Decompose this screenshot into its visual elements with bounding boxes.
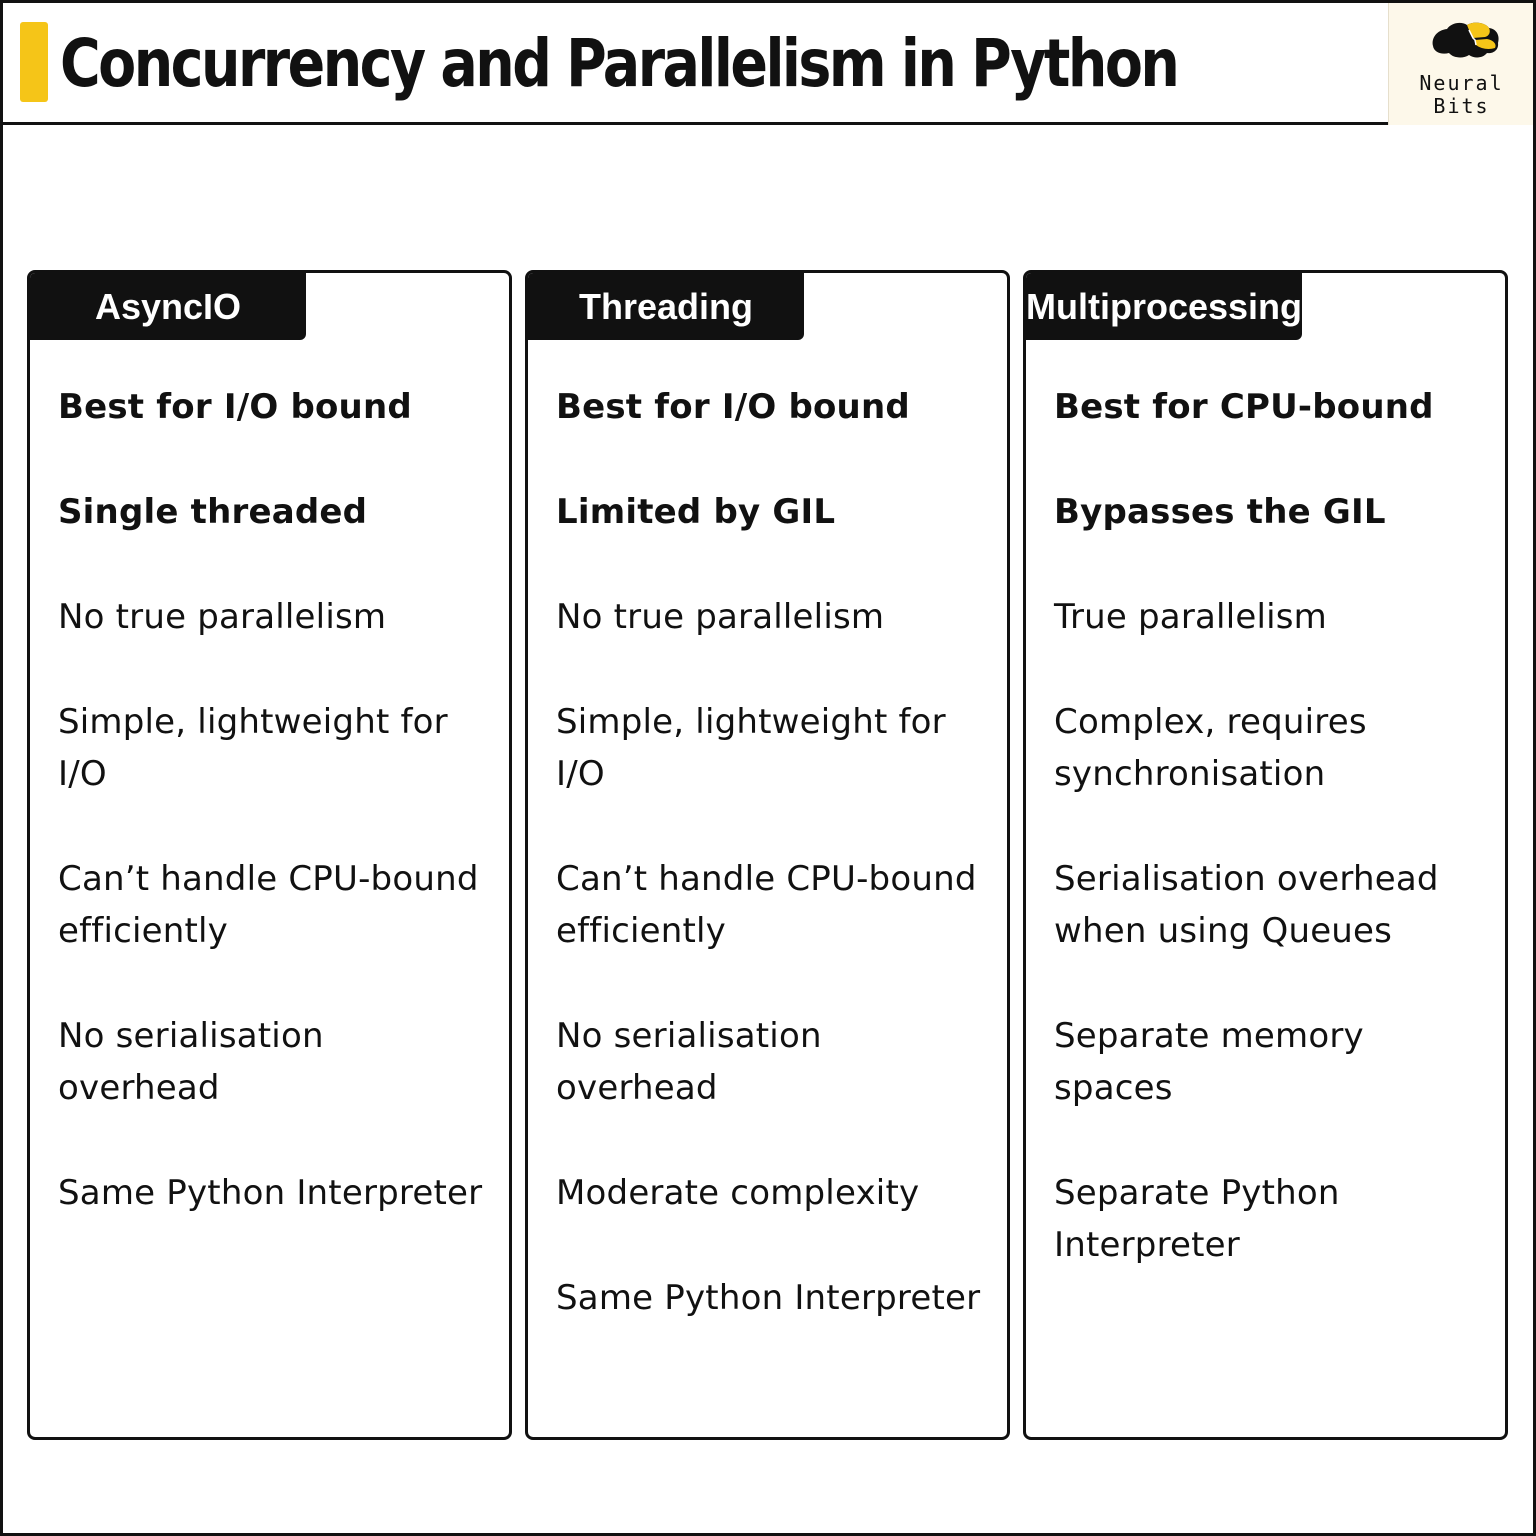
list-item: No true parallelism xyxy=(58,597,387,637)
list-item: Same Python Interpreter xyxy=(58,1173,483,1213)
card-asyncio: AsyncIO Best for I/O bound Single thread… xyxy=(27,270,512,1440)
brain-icon xyxy=(1432,22,1499,58)
list-item: Serialisation overhead when using Queues xyxy=(1054,859,1439,951)
list-item: Moderate complexity xyxy=(556,1173,920,1213)
accent-bar xyxy=(20,22,48,102)
brand-name-line1: Neural xyxy=(1419,71,1504,95)
list-item: True parallelism xyxy=(1054,597,1327,637)
card-tab-multiprocessing: Multiprocessing xyxy=(1026,273,1302,340)
card-tab-asyncio: AsyncIO xyxy=(30,273,306,340)
brand-name-line2: Bits xyxy=(1433,94,1490,118)
list-item: No serialisation overhead xyxy=(58,1016,324,1108)
page-title: Concurrency and Parallelism in Python xyxy=(60,25,1180,102)
list-item: Complex, requires synchronisation xyxy=(1054,702,1367,794)
card-multiprocessing: Multiprocessing Best for CPU-bound Bypas… xyxy=(1023,270,1508,1440)
list-item: Can’t handle CPU-bound efficiently xyxy=(58,859,479,951)
card-tab-threading: Threading xyxy=(528,273,804,340)
list-item: Same Python Interpreter xyxy=(556,1278,981,1318)
feature-list: Best for CPU-bound Bypasses the GIL True… xyxy=(1054,381,1484,1324)
list-item: Simple, lightweight for I/O xyxy=(556,702,946,794)
list-item: Limited by GIL xyxy=(556,492,836,532)
feature-list: Best for I/O bound Limited by GIL No tru… xyxy=(556,381,986,1377)
list-item: Separate Python Interpreter xyxy=(1054,1173,1340,1265)
list-item: Single threaded xyxy=(58,492,368,532)
header: Concurrency and Parallelism in Python Ne… xyxy=(3,3,1533,125)
list-item: Bypasses the GIL xyxy=(1054,492,1386,532)
list-item: Simple, lightweight for I/O xyxy=(58,702,448,794)
list-item: No true parallelism xyxy=(556,597,885,637)
list-item: Best for CPU-bound xyxy=(1054,387,1434,427)
feature-list: Best for I/O bound Single threaded No tr… xyxy=(58,381,488,1272)
list-item: Best for I/O bound xyxy=(58,387,412,427)
brand-logo: Neural Bits xyxy=(1388,3,1533,125)
card-threading: Threading Best for I/O bound Limited by … xyxy=(525,270,1010,1440)
list-item: Can’t handle CPU-bound efficiently xyxy=(556,859,977,951)
list-item: Best for I/O bound xyxy=(556,387,910,427)
list-item: Separate memory spaces xyxy=(1054,1016,1364,1108)
list-item: No serialisation overhead xyxy=(556,1016,822,1108)
